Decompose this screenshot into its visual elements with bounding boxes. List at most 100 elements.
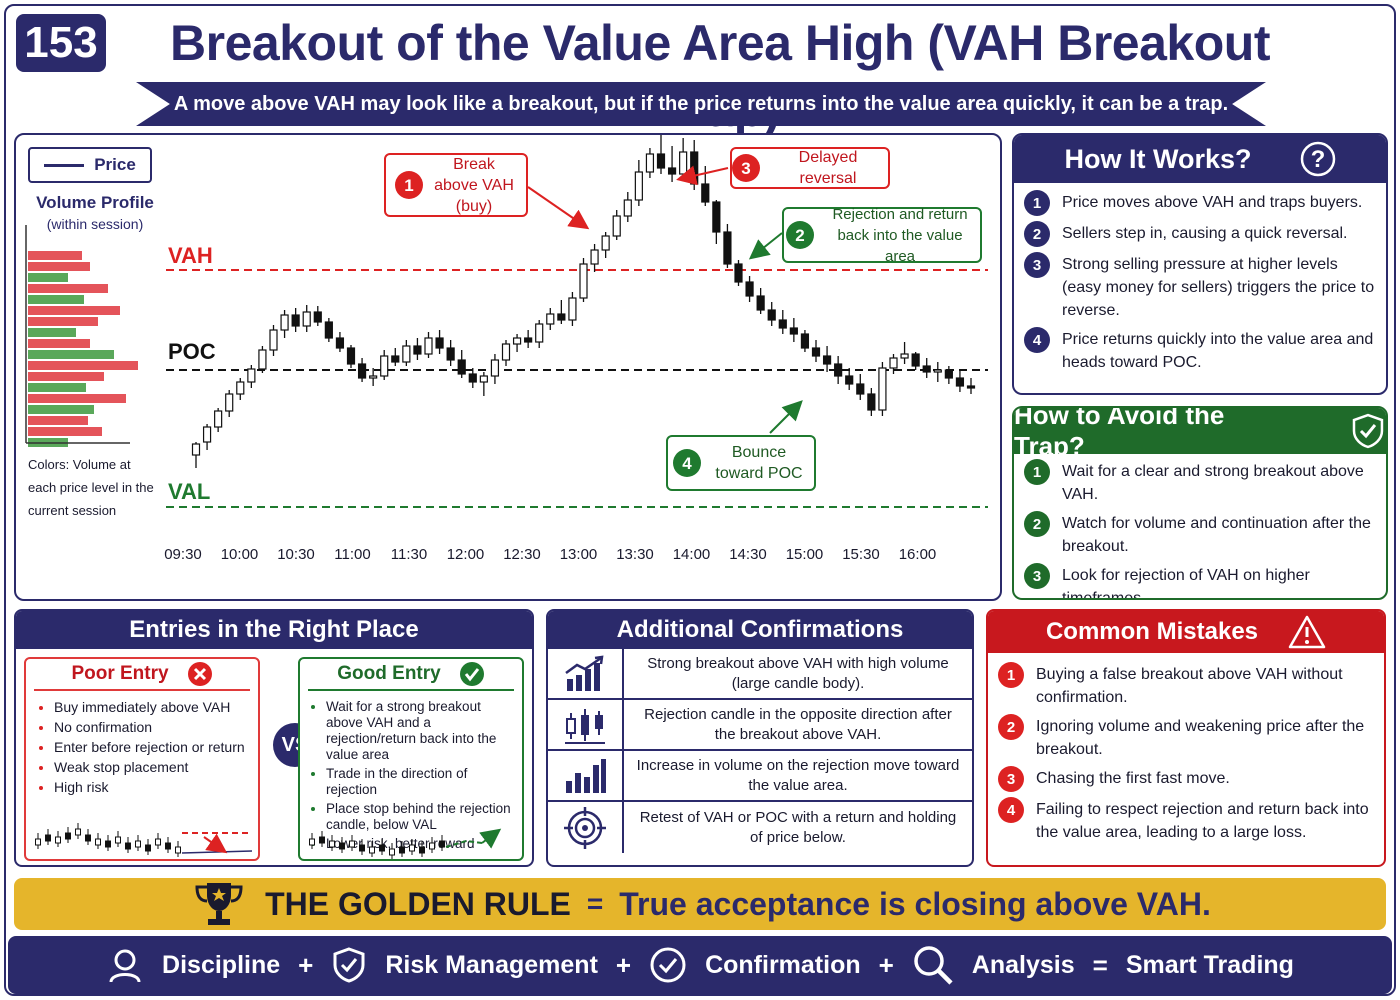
- candle: [446, 340, 455, 366]
- footer-equals: =: [1092, 949, 1108, 980]
- good-entry-box: Good Entry Wait for a strong breakout ab…: [298, 657, 524, 861]
- volume-profile-bar: [28, 262, 90, 271]
- candle: [435, 330, 444, 354]
- candle: [800, 330, 810, 352]
- good-mini-candles: [309, 831, 445, 859]
- candle: [679, 138, 688, 180]
- poc-label: POC: [168, 339, 216, 364]
- candle: [922, 358, 931, 378]
- good-entry-header: Good Entry: [308, 659, 514, 691]
- number-circle: 2: [998, 714, 1024, 740]
- poor-entry-box: Poor Entry Buy immediately above VAH No c…: [24, 657, 260, 861]
- how-it-works-box: How It Works? ? 1 Price moves above VAH a…: [1012, 133, 1388, 395]
- list-item: Place stop behind the rejection candle, …: [326, 801, 518, 833]
- good-mini-arrow: [479, 828, 502, 849]
- poor-mini-line: [181, 850, 253, 854]
- chart-legend: Price: [28, 147, 152, 183]
- mini-candle: [95, 833, 101, 849]
- avoid-trap-box: How to Avoid the Trap? 1 Wait for a clear…: [1012, 406, 1388, 600]
- candle: [214, 408, 223, 432]
- volume-profile-bar: [28, 394, 126, 403]
- candle: [867, 388, 876, 416]
- volume-profile-bar: [28, 372, 104, 381]
- x-tick-label: 11:00: [334, 546, 370, 563]
- volume-profile-subtitle: (within session): [46, 216, 144, 232]
- x-tick-label: 13:30: [616, 546, 654, 563]
- list-item: No confirmation: [54, 719, 254, 736]
- volume-profile-bar: [28, 328, 76, 337]
- mini-candle: [369, 841, 375, 857]
- x-tick-label: 09:30: [164, 546, 202, 563]
- list-item: Enter before rejection or return: [54, 739, 254, 756]
- volume-profile-bar: [28, 405, 94, 414]
- candle: [391, 348, 400, 366]
- candle: [634, 160, 643, 206]
- candle: [645, 148, 655, 178]
- callout-text: Bounce toward POC: [715, 444, 803, 482]
- confirmations-panel: Additional Confirmations Strong breakout…: [546, 609, 974, 867]
- volume-profile-bar: [28, 295, 84, 304]
- mistakes-panel: Common Mistakes 1 Buying a false breakout…: [986, 609, 1386, 867]
- arrow-3: [676, 165, 729, 186]
- mini-candle: [329, 835, 335, 851]
- candle: [302, 305, 311, 332]
- candle: [900, 342, 909, 364]
- footer-confirmation: Confirmation: [705, 950, 861, 979]
- candle: [612, 210, 621, 240]
- candle: [424, 332, 433, 358]
- mini-candle: [155, 833, 161, 849]
- candle: [734, 260, 743, 286]
- magnifier-icon: [914, 946, 953, 985]
- candle: [690, 140, 699, 190]
- page-title: Breakout of the Value Area High (VAH Bre…: [170, 15, 1270, 137]
- mini-candle: [135, 835, 141, 851]
- confirmation-row: Rejection candle in the opposite directi…: [548, 700, 972, 751]
- callout-text: Rejection and return back into the value…: [832, 205, 968, 265]
- mini-candle: [429, 837, 435, 853]
- mini-candle: [389, 843, 395, 859]
- number-circle: 2: [1024, 221, 1050, 247]
- mini-candle: [175, 841, 181, 857]
- candle: [269, 325, 278, 356]
- mini-candle: [309, 833, 315, 849]
- chart-up-icon: [548, 649, 624, 698]
- footer-risk: Risk Management: [385, 950, 598, 979]
- list-item: 3 Look for rejection of VAH on higher tim…: [1024, 563, 1376, 598]
- candle: [402, 340, 411, 366]
- volume-bars-icon: [548, 751, 624, 800]
- volume-profile-bar: [28, 339, 90, 348]
- list-item: 2 Sellers step in, causing a quick revers…: [1024, 221, 1376, 247]
- entries-panel: Entries in the Right Place Poor Entry Bu…: [14, 609, 534, 867]
- candle: [191, 442, 201, 468]
- shield-check-icon: [1352, 413, 1384, 449]
- candle: [579, 258, 588, 302]
- mistakes-title: Common Mistakes: [1045, 618, 1259, 645]
- mini-candle: [65, 827, 71, 843]
- list-item-text: Ignoring volume and weakening price afte…: [1036, 718, 1365, 758]
- callout-number: 1: [395, 171, 423, 199]
- list-item-text: Wait for a clear and strong breakout abo…: [1062, 463, 1364, 503]
- mini-candle: [419, 841, 425, 857]
- list-item: Weak stop placement: [54, 759, 254, 776]
- entries-header: Entries in the Right Place: [16, 611, 532, 649]
- candle: [535, 320, 544, 348]
- volume-profile-bar: [28, 416, 88, 425]
- list-item: 2 Watch for volume and continuation after…: [1024, 511, 1376, 558]
- mini-candle: [319, 831, 325, 847]
- footer-bar: Discipline + Risk Management + Confirmat…: [8, 936, 1392, 994]
- callout-1: 1 Break above VAH (buy): [384, 153, 528, 217]
- list-item-text: Price moves above VAH and traps buyers.: [1062, 194, 1363, 211]
- list-item-text: Sellers step in, causing a quick reversa…: [1062, 225, 1348, 242]
- colors-note: Colors: Volume at each price level in th…: [28, 457, 154, 518]
- callout-text: Break above VAH (buy): [434, 155, 514, 215]
- candle: [335, 332, 345, 352]
- candle: [889, 354, 898, 374]
- confirmations-list: Strong breakout above VAH with high volu…: [548, 649, 972, 853]
- candle: [789, 318, 798, 342]
- confirmation-text: Retest of VAH or POC with a return and h…: [639, 808, 957, 846]
- footer-plus: +: [615, 949, 632, 980]
- x-tick-label: 14:00: [673, 546, 711, 563]
- footer-analysis: Analysis: [971, 950, 1075, 979]
- mini-candle: [339, 837, 345, 853]
- candle: [911, 352, 920, 370]
